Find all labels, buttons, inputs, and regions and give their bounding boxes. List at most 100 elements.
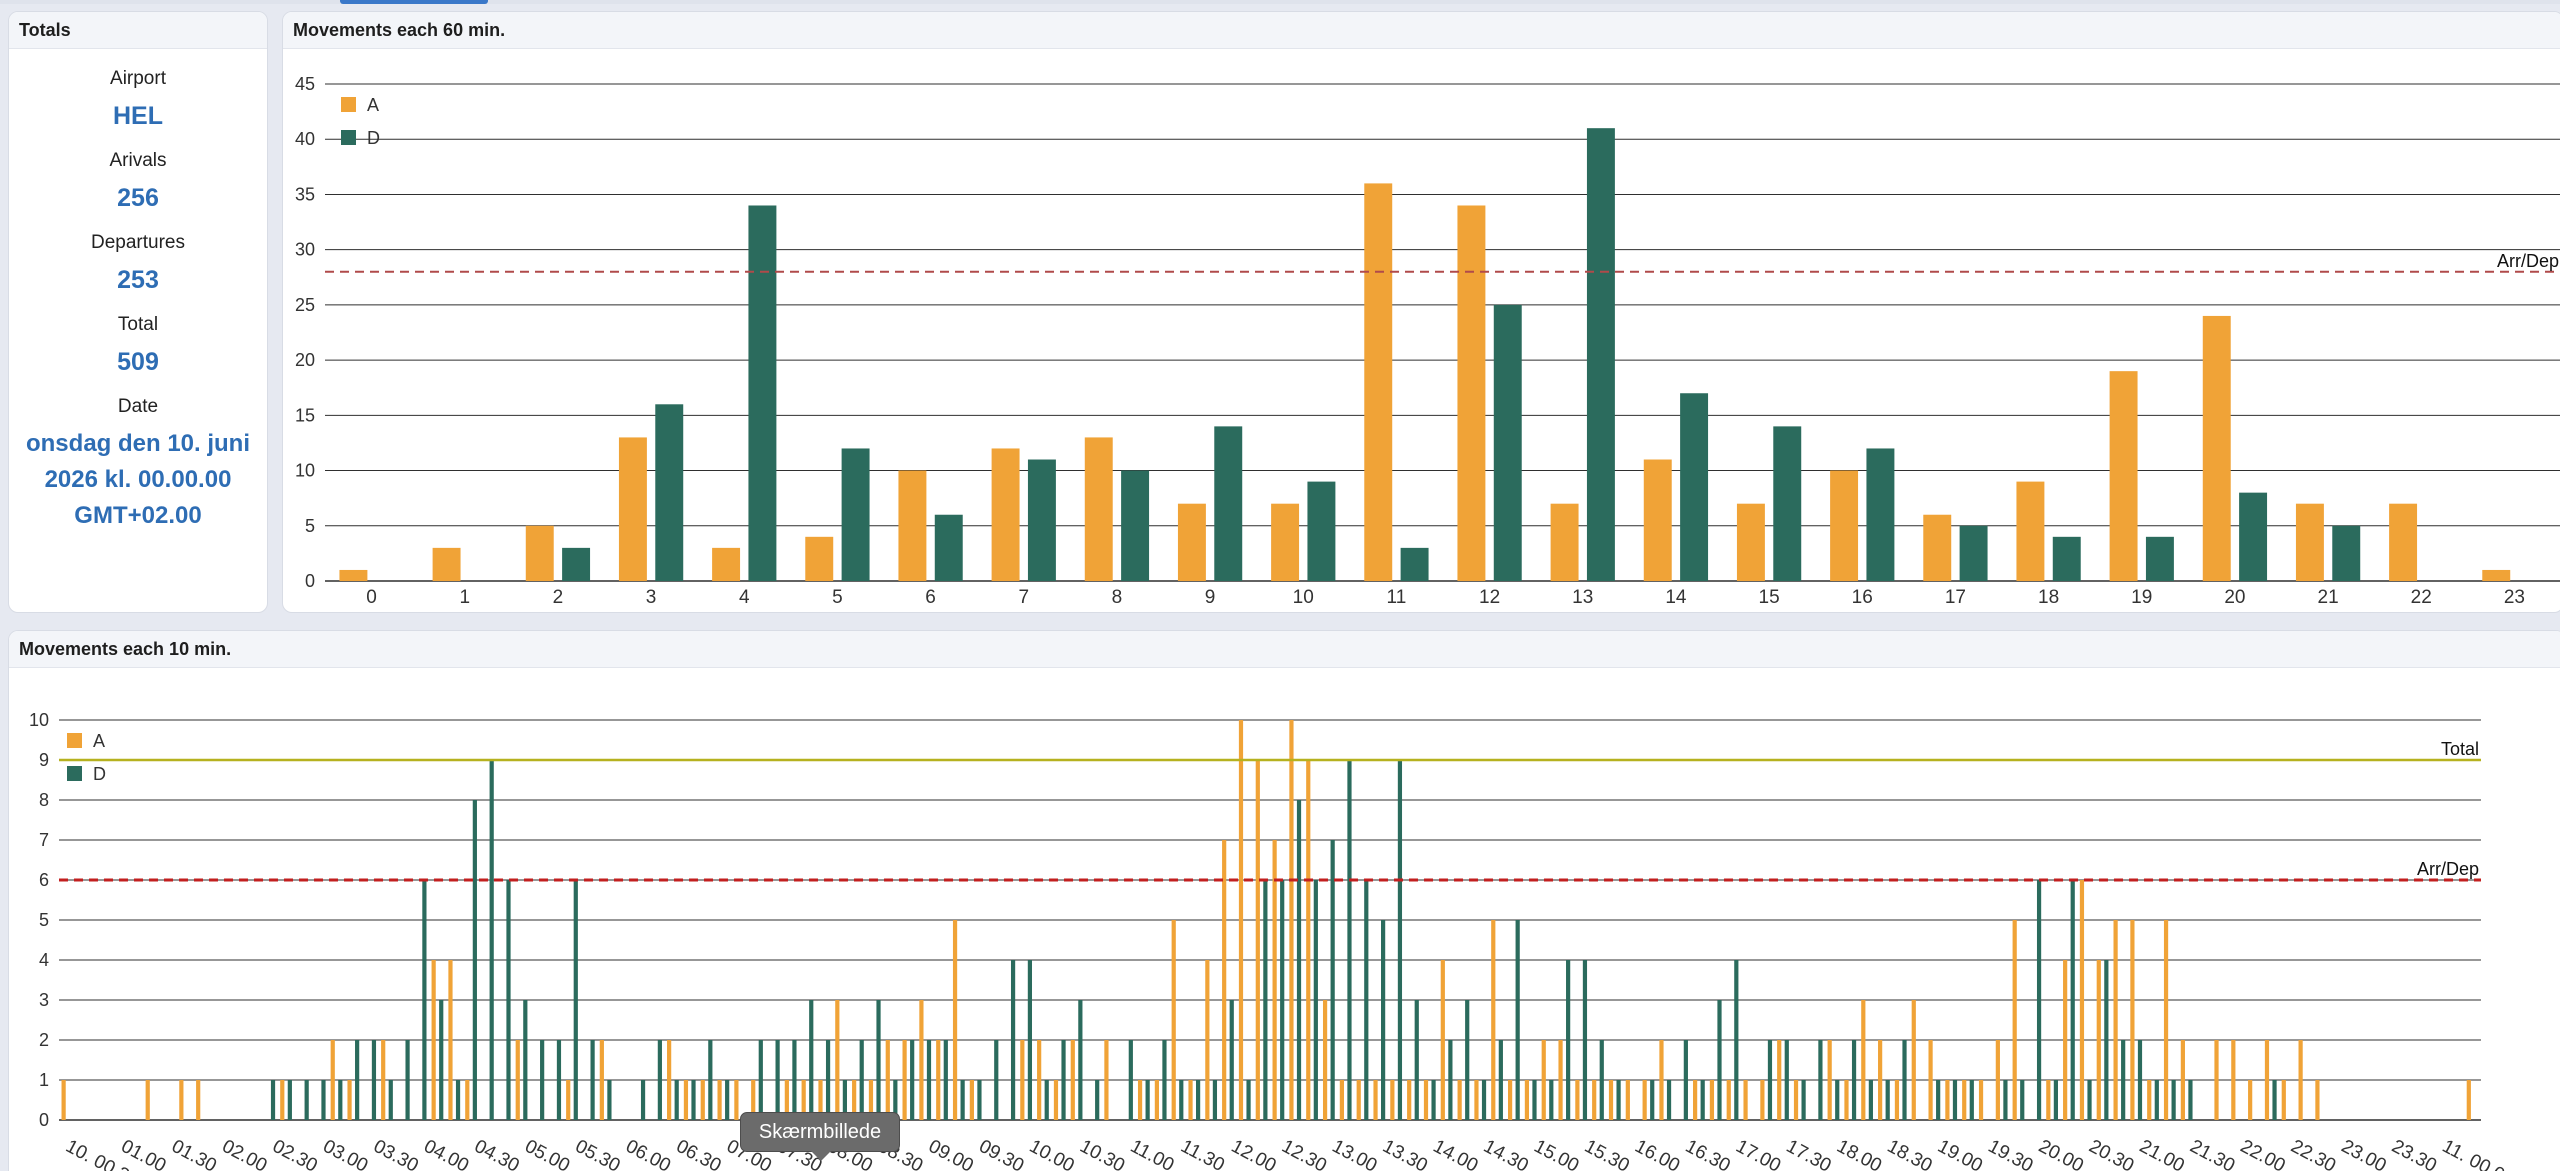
arrivals-bar — [2482, 569, 2511, 581]
departures-bar — [1400, 547, 1429, 581]
departures-bar — [2070, 880, 2075, 1120]
arrivals-bar — [1894, 1080, 1900, 1120]
x-tick-label: 20.00 — [2035, 1136, 2087, 1171]
arrivals-bar — [1911, 1000, 1916, 1120]
departures-bar — [1214, 426, 1243, 581]
x-tick-label: 06.30 — [673, 1136, 725, 1171]
arrivals-bar — [1084, 437, 1113, 581]
departures-bar — [2053, 1080, 2058, 1120]
arrivals-bar — [1625, 1080, 1630, 1120]
arrivals-bar — [1558, 1040, 1563, 1120]
departures-bar — [321, 1080, 326, 1120]
departures-bar — [1195, 1080, 1201, 1120]
active-tab-indicator[interactable] — [340, 0, 488, 4]
arrivals-bar — [179, 1080, 184, 1120]
arrivals-bar — [1541, 1040, 1546, 1120]
arrivals-bar — [347, 1080, 352, 1120]
y-tick-label: 20 — [295, 350, 315, 370]
departures-bar — [2171, 1080, 2176, 1120]
departures-bar — [287, 1080, 292, 1120]
departures-bar — [1666, 1080, 1672, 1120]
arrivals-bar — [432, 547, 461, 581]
departures-bar — [1700, 1080, 1705, 1120]
departures-bar — [2137, 1040, 2143, 1120]
ten-minute-chart-panel: Movements each 10 min. 0 1 2 3 4 5 6 7 8 9 10 Total… — [8, 630, 2560, 1171]
departures-bar — [2036, 880, 2042, 1120]
departures-bar — [841, 448, 870, 581]
departures-bar — [2104, 960, 2109, 1120]
total-label: Total — [117, 314, 159, 335]
departures-bar — [371, 1040, 377, 1120]
departures-bar — [1313, 880, 1318, 1120]
x-tick-label: 06.00 — [622, 1136, 674, 1171]
arrivals-bar — [2248, 1080, 2253, 1120]
departures-bar — [540, 1040, 545, 1120]
arrivals-bar — [280, 1080, 285, 1120]
x-tick-label: 2 — [553, 587, 564, 608]
arrivals-bar — [801, 1080, 806, 1120]
departures-bar — [657, 1040, 662, 1120]
departures-bar — [1061, 1040, 1066, 1120]
x-tick-label: 03.00 — [319, 1136, 371, 1171]
top-tab-strip — [0, 0, 2560, 4]
departures-bar — [1734, 960, 1739, 1120]
x-tick-label: 03.30 — [370, 1136, 422, 1171]
arrivals-bar — [683, 1080, 689, 1120]
ten-minute-chart-title: Movements each 10 min. — [9, 631, 2560, 668]
arrivals-bar — [1830, 470, 1859, 581]
departures-bar — [792, 1040, 797, 1120]
arrivals-bar — [885, 1040, 890, 1120]
x-tick-label: 15.00 — [1530, 1136, 1582, 1171]
x-tick-label: 13.30 — [1379, 1136, 1431, 1171]
departures-bar — [439, 1000, 444, 1120]
totals-title: Totals — [9, 12, 267, 49]
departures-bar — [1263, 880, 1268, 1120]
arrivals-bar — [448, 960, 453, 1120]
arrivals-bar — [2079, 880, 2085, 1120]
arrivals-bar — [381, 1040, 386, 1120]
x-tick-label: 23 — [2504, 587, 2525, 608]
departures-bar — [1616, 1080, 1621, 1120]
departures-bar — [1650, 1080, 1655, 1120]
arrivals-bar — [2130, 920, 2135, 1120]
arrivals-bar — [1693, 1080, 1698, 1120]
departures-bar — [1179, 1080, 1184, 1120]
arrivals-bar — [1709, 1080, 1715, 1120]
y-tick-label: 6 — [39, 870, 49, 890]
x-tick-label: 18.30 — [1884, 1136, 1936, 1171]
arrivals-bar — [1844, 1080, 1849, 1120]
x-tick-label: 11.30 — [1177, 1136, 1228, 1171]
arrivals-bar — [1322, 1000, 1328, 1120]
arrivals-bar — [1205, 960, 1210, 1120]
arrivals-bar — [515, 1040, 520, 1120]
departures-bar — [1493, 304, 1522, 581]
arrivals-bar — [991, 448, 1020, 581]
departures-bar — [1784, 1040, 1789, 1120]
departures-bar — [556, 1040, 562, 1120]
x-tick-label: 22.00 — [2237, 1136, 2289, 1171]
departures-bar — [2145, 536, 2174, 581]
departures-bar — [1431, 1080, 1436, 1120]
departures-bar — [1010, 960, 1016, 1120]
departures-bar — [1364, 880, 1369, 1120]
legend-swatch — [67, 733, 82, 748]
departures-bar — [2154, 1080, 2159, 1120]
arrivals-bar — [1407, 1080, 1412, 1120]
arrivals-bar — [1306, 760, 1311, 1120]
departures-bar — [1515, 920, 1520, 1120]
x-tick-label: 20.30 — [2085, 1136, 2137, 1171]
departures-bar — [1773, 426, 1802, 581]
y-tick-label: 5 — [39, 910, 49, 930]
arrivals-bar — [1177, 503, 1206, 581]
departures-bar — [1162, 1040, 1167, 1120]
arrivals-bar — [1643, 459, 1672, 581]
departures-bar — [1851, 1040, 1857, 1120]
arrivals-bar — [1356, 1080, 1361, 1120]
departures-bar — [1095, 1080, 1100, 1120]
x-tick-label: 23.00 — [2338, 1136, 2390, 1171]
x-tick-label: 09.30 — [975, 1136, 1027, 1171]
arrivals-bar — [2315, 1080, 2320, 1120]
departures-bar — [1397, 760, 1403, 1120]
x-tick-label: 17.00 — [1732, 1136, 1784, 1171]
